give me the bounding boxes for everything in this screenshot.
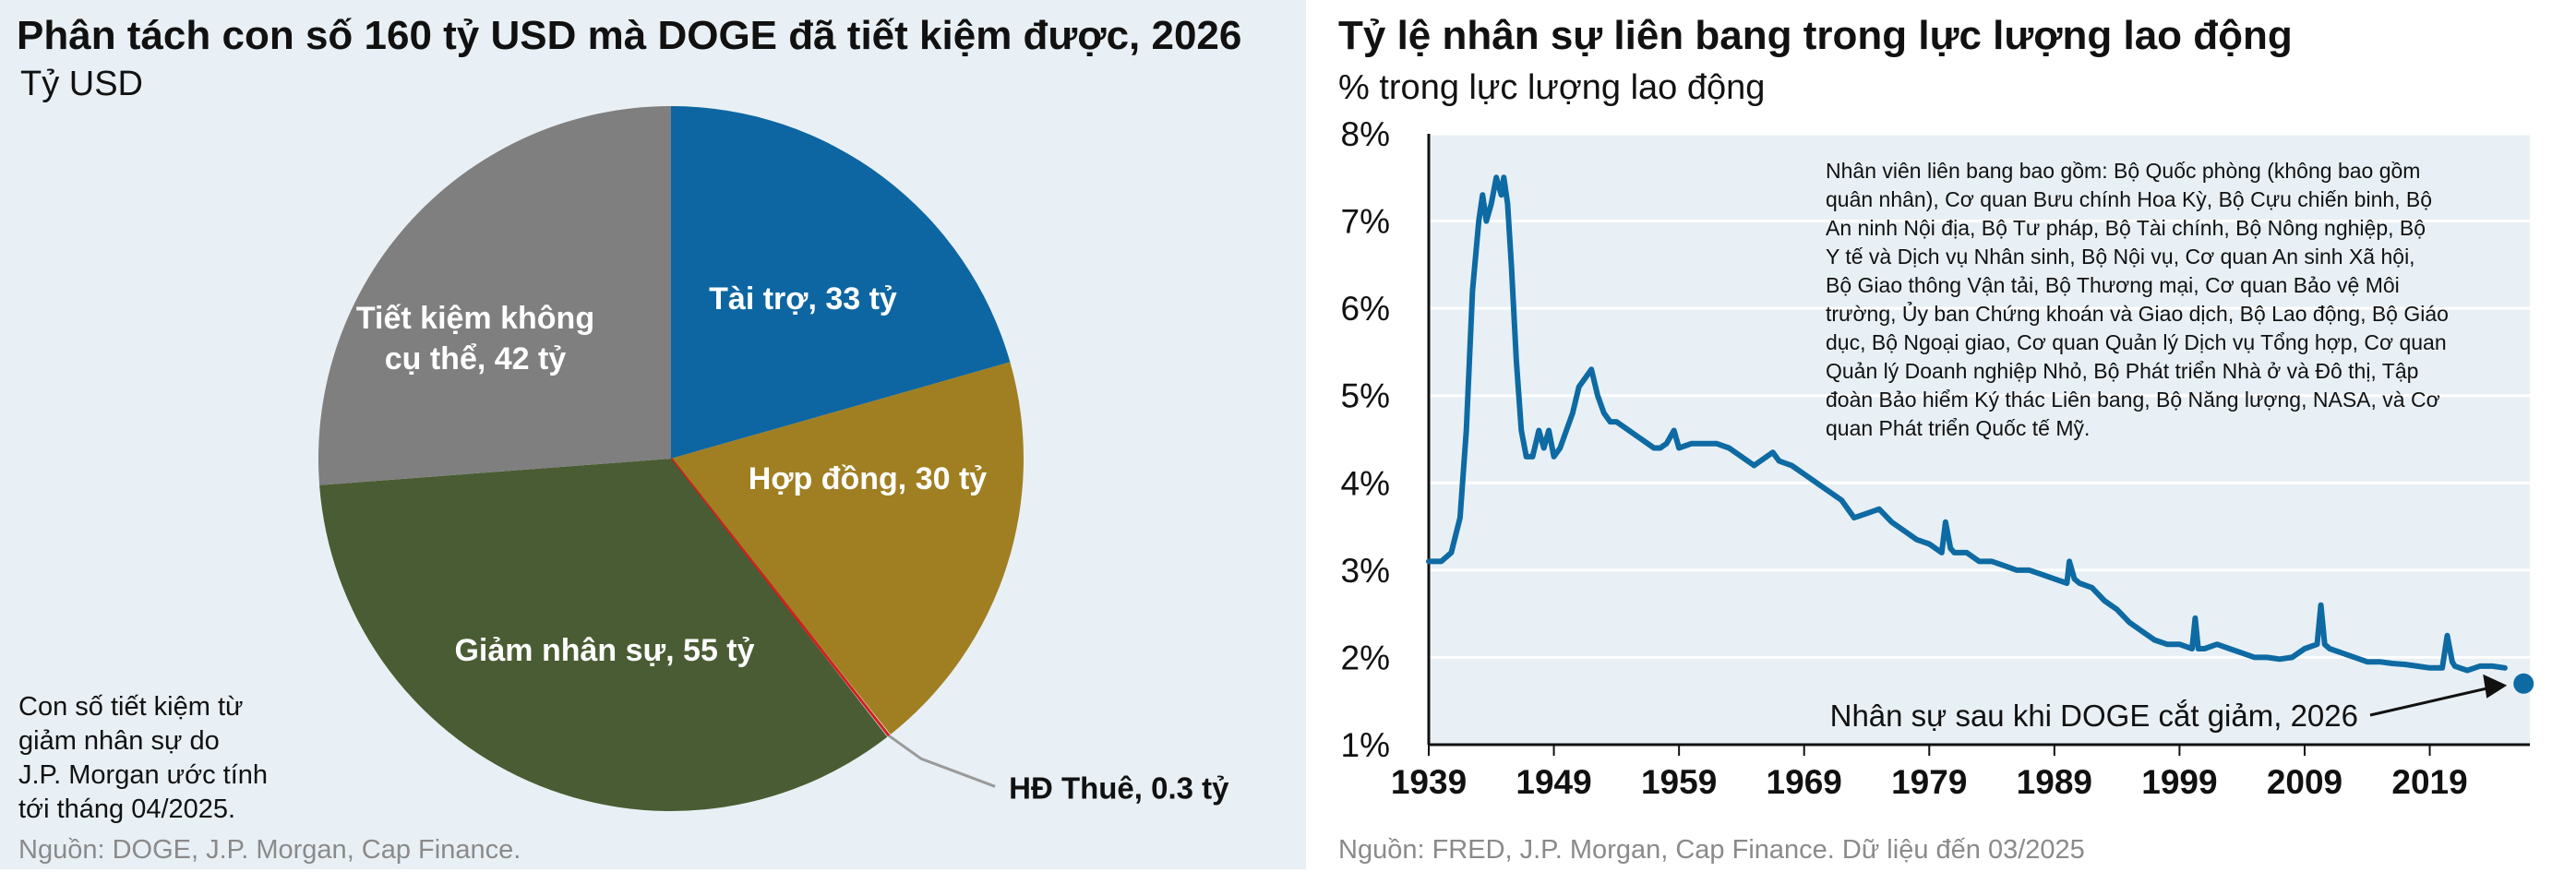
pie-label: Tiết kiệm không	[356, 301, 594, 336]
x-tick-label: 1939	[1391, 763, 1467, 801]
x-tick-label: 2019	[2391, 763, 2467, 801]
y-tick-label: 6%	[1341, 290, 1390, 328]
description-line: Bộ Giao thông Vận tải, Bộ Thương mại, Cơ…	[1826, 273, 2400, 297]
pie-label: Hợp đồng, 30 tỷ	[749, 461, 987, 496]
line-chart-subtitle: % trong lực lượng lao động	[1338, 68, 1766, 107]
pie-note-line: tới tháng 04/2025.	[18, 794, 236, 824]
pie-slice-hd-thue	[669, 458, 891, 737]
x-tick-label: 1969	[1767, 763, 1842, 801]
line-chart: 1% 2% 3% 4% 5% 6% 7% 8% 1939 1949 1959 1969 1979 1989…	[1341, 115, 2534, 801]
marker-arrow-line	[2369, 685, 2497, 717]
y-tick-label: 3%	[1341, 552, 1390, 590]
pie-chart-title: Phân tách con số 160 tỷ USD mà DOGE đã t…	[17, 13, 1242, 58]
pie-source: Nguồn: DOGE, J.P. Morgan, Cap Finance.	[18, 835, 521, 865]
doge-marker-point	[2513, 673, 2534, 694]
marker-label: Nhân sự sau khi DOGE cắt giảm, 2026	[1830, 699, 2358, 733]
y-tick-label: 8%	[1341, 115, 1390, 153]
pie-slice-4	[318, 106, 671, 485]
pie-slice-1	[671, 362, 1024, 735]
pie-label: Giảm nhân sự, 55 tỷ	[454, 633, 754, 668]
x-tick-label: 1979	[1891, 763, 1967, 801]
line-source: Nguồn: FRED, J.P. Morgan, Cap Finance. D…	[1338, 835, 2085, 865]
y-tick-label: 4%	[1341, 464, 1390, 502]
pie-label: Tài trợ, 33 tỷ	[709, 281, 897, 317]
x-tick-label: 2009	[2267, 763, 2342, 801]
y-tick-label: 5%	[1341, 377, 1390, 415]
marker-arrowhead	[2483, 674, 2508, 699]
description-line: dục, Bộ Ngoại giao, Cơ quan Quản lý Dịch…	[1826, 330, 2447, 354]
pie-slice-0	[671, 106, 1011, 459]
pie-label-hd-thue: HĐ Thuê, 0.3 tỷ	[1009, 771, 1229, 805]
pie-leader-line	[888, 735, 996, 788]
description-line: đoàn Bảo hiểm Ký thác Liên bang, Bộ Năng…	[1826, 388, 2440, 412]
y-tick-label: 2%	[1341, 639, 1390, 676]
pie-note-line: Con số tiết kiệm từ	[18, 692, 244, 722]
pie-slice-3	[319, 459, 888, 812]
employee-description: Nhân viên liên bang bao gồm: Bộ Quốc phò…	[1826, 157, 2527, 443]
description-line: quan Phát triển Quốc tế Mỹ.	[1826, 416, 2091, 440]
description-line: Quản lý Doanh nghiệp Nhỏ, Bộ Phát triển …	[1826, 359, 2419, 383]
y-tick-label: 1%	[1341, 726, 1390, 764]
x-tick-label: 1989	[2017, 763, 2092, 801]
plot-area	[1429, 134, 2530, 745]
description-line: quân nhân), Cơ quan Bưu chính Hoa Kỳ, Bộ…	[1826, 187, 2433, 211]
pie-label: cụ thể, 42 tỷ	[385, 341, 567, 376]
description-line: trường, Ủy ban Chứng khoán và Giao dịch,…	[1826, 302, 2449, 326]
right-chart-panel: Tỷ lệ nhân sự liên bang trong lực lượng …	[1309, 0, 2576, 869]
pie-note-line: J.P. Morgan ước tính	[18, 760, 269, 790]
pie-chart: Tài trợ, 33 tỷ Hợp đồng, 30 tỷ HĐ Thuê, 0.…	[318, 106, 1229, 812]
x-tick-label: 1999	[2141, 763, 2217, 801]
description-line: Y tế và Dịch vụ Nhân sinh, Bộ Nội vụ, Cơ…	[1826, 245, 2415, 269]
line-chart-title: Tỷ lệ nhân sự liên bang trong lực lượng …	[1338, 13, 2293, 58]
x-tick-label: 1949	[1516, 763, 1591, 801]
description-line: An ninh Nội địa, Bộ Tư pháp, Bộ Tài chín…	[1826, 216, 2426, 240]
pie-chart-subtitle: Tỷ USD	[20, 65, 143, 103]
pie-note-line: giảm nhân sự do	[18, 726, 220, 756]
series-line-federal-share	[1426, 174, 2508, 674]
pie-note: Con số tiết kiệm từ giảm nhân sự do J.P.…	[18, 690, 295, 827]
description-line: Nhân viên liên bang bao gồm: Bộ Quốc phò…	[1826, 159, 2421, 183]
y-tick-label: 7%	[1341, 203, 1390, 241]
left-chart-panel: Phân tách con số 160 tỷ USD mà DOGE đã t…	[0, 0, 1306, 869]
x-tick-label: 1959	[1641, 763, 1717, 801]
